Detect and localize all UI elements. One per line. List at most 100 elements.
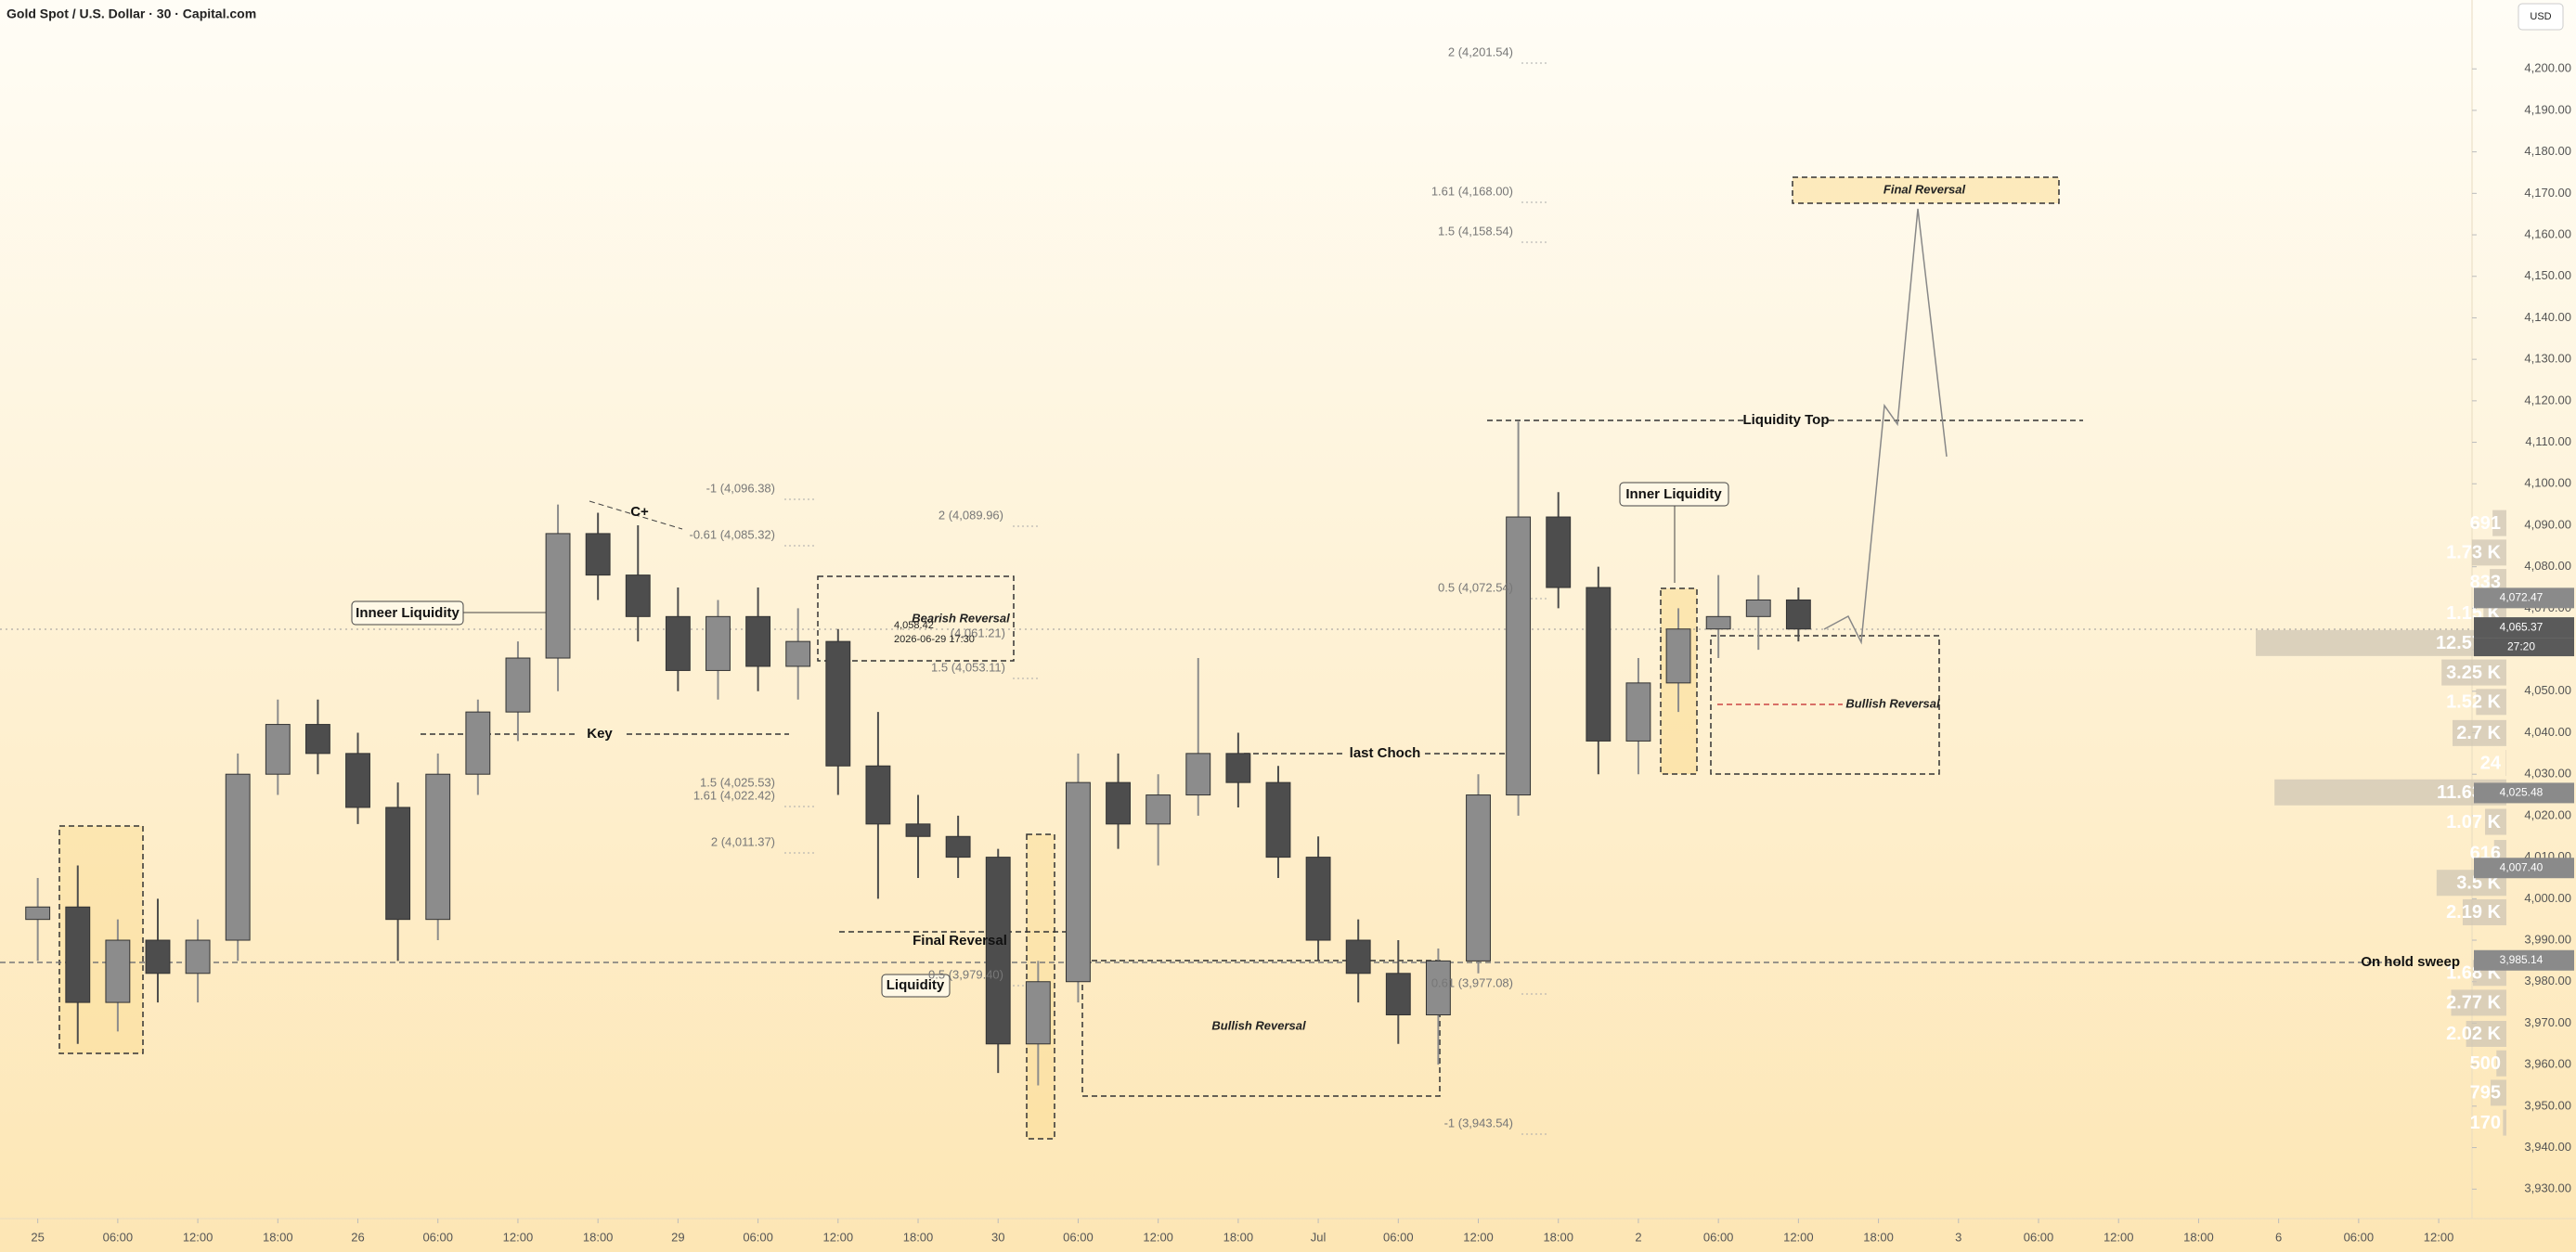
candle-body	[1185, 753, 1211, 796]
zone-box	[1710, 635, 1940, 775]
y-tick-label: 3,940.00	[2524, 1140, 2571, 1154]
annotation: 4,058.42	[894, 620, 934, 631]
volume-label: 3.25 K	[2446, 663, 2501, 683]
annotation: Liquidity	[887, 977, 945, 993]
x-tick-label: 06:00	[2024, 1230, 2054, 1244]
annotation: -1 (3,943.54)	[1444, 1116, 1513, 1129]
x-tick-label: 06:00	[743, 1230, 773, 1244]
volume-label: 833	[2470, 572, 2501, 592]
volume-bar	[2471, 539, 2506, 566]
annotation: Inneer Liquidity	[356, 605, 460, 621]
annotation: 1.61 (4,022.42)	[693, 788, 775, 802]
x-tick-label: 12:00	[1143, 1230, 1173, 1244]
x-tick-label: 06:00	[1703, 1230, 1734, 1244]
candle-body	[1345, 939, 1371, 974]
x-tick-label: 12:00	[1463, 1230, 1494, 1244]
annotation: 1.5 (4,025.53)	[700, 775, 775, 789]
candle-body	[385, 807, 411, 921]
x-tick-label: 12:00	[503, 1230, 534, 1244]
annotation: 2 (4,089.96)	[938, 508, 1003, 522]
candle-body	[1745, 599, 1771, 617]
x-tick-label: 18:00	[1223, 1230, 1254, 1244]
y-tick-label: 4,050.00	[2524, 683, 2571, 697]
annotation: 0.61 (3,977.08)	[1431, 975, 1513, 989]
callout-boxes	[351, 3, 2564, 998]
volume-label: 2.19 K	[2446, 902, 2501, 923]
annotation: 2 (4,201.54)	[1448, 45, 1513, 58]
chart-title: Gold Spot / U.S. Dollar · 30 · Capital.c…	[6, 6, 256, 21]
price-tag-label: 4,007.40	[2500, 860, 2544, 873]
y-tick-label: 4,040.00	[2524, 725, 2571, 739]
volume-bar	[2256, 629, 2506, 656]
candle-body	[1225, 753, 1251, 783]
callout-box	[881, 974, 951, 998]
x-tick-label: 25	[31, 1230, 44, 1244]
x-tick-label: 18:00	[903, 1230, 934, 1244]
x-tick-label: 12:00	[1783, 1230, 1814, 1244]
candle-body	[1066, 781, 1091, 983]
candle-body	[265, 724, 291, 775]
annotation-shapes	[0, 176, 2404, 1140]
volume-bar	[2451, 989, 2506, 1016]
y-tick-label: 4,120.00	[2524, 393, 2571, 407]
annotation: Final Reversal	[913, 933, 1007, 949]
y-tick-label: 4,080.00	[2524, 559, 2571, 573]
candle-body	[505, 657, 531, 713]
volume-label: 691	[2470, 513, 2501, 534]
x-tick-label: 12:00	[2104, 1230, 2134, 1244]
annotation: Bearish Reversal	[912, 611, 1010, 625]
x-tick-label: 18:00	[583, 1230, 614, 1244]
volume-label: 795	[2470, 1083, 2501, 1104]
annotation: 1.5 (4,158.54)	[1438, 224, 1513, 238]
x-tick-label: 12:00	[183, 1230, 214, 1244]
candle-body	[1025, 981, 1051, 1045]
candle-body	[985, 857, 1011, 1045]
x-tick-label: 6	[2275, 1230, 2282, 1244]
price-tag	[2474, 617, 2574, 639]
candle-body	[1705, 615, 1731, 630]
zone-box	[817, 575, 1015, 662]
x-tick-label: 06:00	[2344, 1230, 2375, 1244]
x-tick-label: 06:00	[1383, 1230, 1414, 1244]
volume-bar	[2490, 1079, 2506, 1106]
volume-bar	[2441, 659, 2506, 686]
candle-body	[905, 823, 931, 837]
volume-bar	[2274, 779, 2506, 806]
candle-body	[665, 615, 691, 671]
y-tick-label: 4,170.00	[2524, 186, 2571, 200]
volume-label: 170	[2470, 1113, 2501, 1133]
candle-body	[465, 711, 491, 775]
candle-body	[1546, 516, 1572, 588]
x-tick-label: 2	[1635, 1230, 1641, 1244]
countdown-label: 27:20	[2507, 639, 2535, 652]
y-tick-label: 4,030.00	[2524, 767, 2571, 781]
candle-body	[785, 640, 811, 667]
volume-bar	[2466, 1020, 2506, 1047]
annotation: Inner Liquidity	[1625, 486, 1722, 502]
y-tick-label: 4,190.00	[2524, 102, 2571, 116]
x-tick-label: 29	[671, 1230, 684, 1244]
annotation: Bullish Reversal	[1211, 1018, 1306, 1032]
y-tick-label: 4,110.00	[2525, 434, 2571, 448]
candle-body	[1665, 628, 1691, 684]
x-tick-label: 12:00	[2424, 1230, 2454, 1244]
volume-bar	[2496, 1050, 2506, 1077]
price-tag-label: 4,025.48	[2500, 786, 2544, 799]
annotation: Liquidity Top	[1742, 412, 1829, 428]
y-tick-label: 4,140.00	[2524, 310, 2571, 324]
volume-bar	[2485, 808, 2506, 835]
y-tick-label: 3,930.00	[2524, 1181, 2571, 1195]
candle-body	[105, 939, 131, 1003]
x-tick-label: 30	[991, 1230, 1004, 1244]
x-tick-label: 18:00	[263, 1230, 293, 1244]
candle-body	[945, 835, 971, 858]
y-tick-label: 3,980.00	[2524, 974, 2571, 987]
annotation: On hold sweep	[2361, 954, 2460, 970]
candle-body	[185, 939, 211, 974]
annotation: C+	[630, 504, 649, 520]
x-tick-label: 18:00	[2183, 1230, 2214, 1244]
annotation: -0.61 (4,085.32)	[689, 527, 775, 541]
price-tag-label: 4,072.47	[2500, 591, 2544, 604]
x-tick-label: 06:00	[1063, 1230, 1094, 1244]
